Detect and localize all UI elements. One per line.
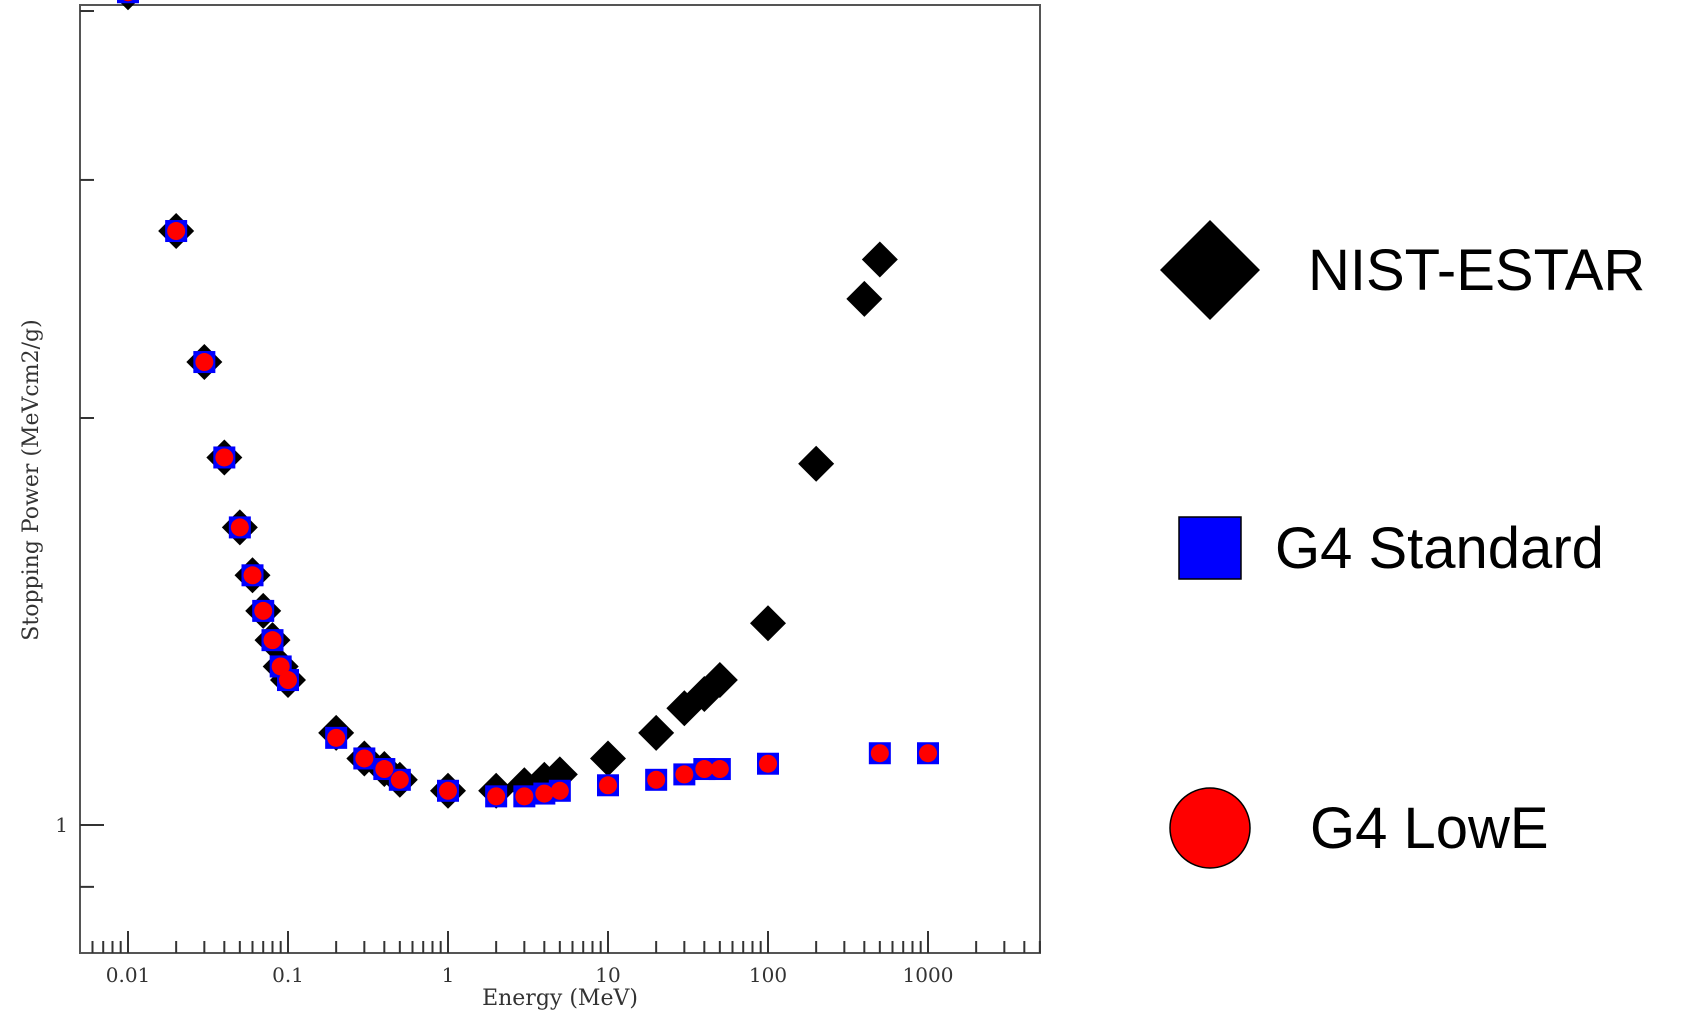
x-axis-title: Energy (MeV) [482,986,638,1011]
y-axis-ticks: 1 [55,10,104,888]
nist-estar-point [861,241,898,278]
g4-lowe-point [271,657,290,676]
g4-lowe-point [195,353,214,372]
g4-lowe-point [759,754,777,773]
legend-label: NIST-ESTAR [1308,238,1645,303]
legend-diamond-icon [1160,220,1260,320]
g4-lowe-point [695,760,714,779]
y-tick-label: 1 [55,813,68,837]
x-tick-label: 10 [595,963,620,987]
g4-lowe-point [870,744,889,763]
g4-lowe-point [123,0,133,2]
y-axis-title: Stopping Power (MeVcm2/g) [19,319,44,640]
g4-lowe-point [647,770,666,789]
x-tick-label: 0.1 [272,963,304,987]
series-nist-estar [117,0,898,809]
g4-lowe-point [919,744,937,763]
x-tick-label: 1 [442,963,455,987]
nist-estar-point [750,605,786,642]
g4-lowe-point [375,760,394,779]
g4-lowe-point [599,776,617,795]
g4-lowe-point [535,784,554,803]
g4-lowe-point [515,787,534,806]
x-tick-label: 1000 [903,963,954,987]
g4-lowe-point [487,787,506,806]
series-g4-standard [117,0,939,808]
x-tick-label: 0.01 [106,963,151,987]
nist-estar-point [701,662,738,699]
plot-frame [79,4,1041,954]
legend-label: G4 Standard [1275,516,1604,581]
data-markers [117,0,939,809]
nist-estar-point [590,740,626,777]
legend-label: G4 LowE [1310,796,1549,861]
g4-lowe-point [710,760,729,779]
g4-lowe-point [230,518,249,537]
g4-lowe-point [675,765,694,784]
g4-standard-point [117,0,139,4]
g4-lowe-point [254,601,273,620]
g4-lowe-point [439,781,457,800]
g4-lowe-point [167,222,186,241]
g4-lowe-point [390,770,409,789]
g4-lowe-point [550,781,569,800]
g4-lowe-point [279,671,297,690]
g4-lowe-point [243,566,262,585]
g4-lowe-point [355,749,374,768]
nist-estar-point [798,445,835,482]
x-tick-label: 100 [749,963,787,987]
legend: NIST-ESTAR G4 Standard G4 LowE [1160,220,1645,869]
g4-lowe-point [327,728,346,747]
nist-estar-point [846,280,883,317]
legend-square-icon [1178,516,1242,580]
legend-circle-icon [1169,787,1251,869]
x-axis-ticks: 0.01 0.1 1 10 100 1000 [91,931,1041,987]
g4-lowe-point [215,448,234,467]
nist-estar-point [638,714,675,751]
g4-lowe-point [263,631,282,650]
series-g4-lowe [123,0,937,806]
